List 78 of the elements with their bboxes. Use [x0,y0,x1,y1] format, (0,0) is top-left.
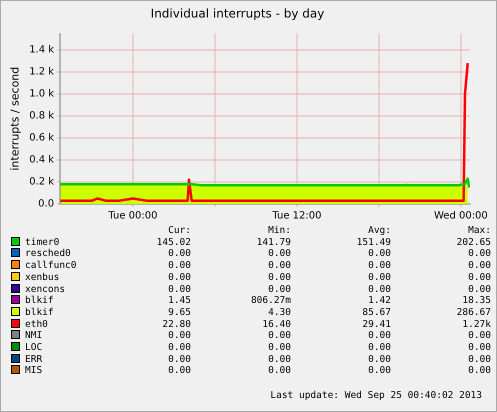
text: 22.80 [161,318,191,330]
text: 0.00 [267,284,291,296]
legend-label: MIS [24,365,44,378]
text: 0.00 [267,330,291,342]
y-tick-label: 0.0 [38,198,54,210]
text: 0.00 [367,272,391,284]
text: 0.00 [467,260,491,272]
text: 0.00 [467,248,491,260]
text: 1.45 [167,295,191,307]
legend-label: NMI [24,330,44,342]
text: 0.00 [167,365,191,378]
text: 16.40 [261,318,291,330]
text: 0.00 [167,260,191,272]
text: Avg: [367,225,391,237]
text: 0.00 [167,284,191,296]
text: 0.00 [267,248,291,260]
text: 0.00 [467,272,491,284]
text: 0.00 [467,354,491,366]
text: Cur: [167,225,191,237]
text: Min: [267,225,291,237]
text: 0.00 [367,248,391,260]
text: 0.00 [367,354,391,366]
y-axis-title: interrupts / second [8,66,22,171]
text: 151.49 [356,236,391,248]
y-tick-label: 0.4 k [29,154,54,166]
text: 0.00 [467,284,491,296]
text: 0.00 [267,365,291,378]
legend-label: blkif [24,306,55,319]
x-tick-label: Wed 00:00 [434,210,488,222]
text: 0.00 [167,248,191,260]
legend-label: xencons [24,284,66,296]
text: 0.00 [267,342,291,354]
y-tick-label: 0.6 k [29,132,54,144]
text: 0.00 [267,260,291,272]
text: 0.00 [467,330,491,342]
text: 0.00 [467,365,491,378]
text: 0.00 [467,342,491,354]
legend-label: LOC [24,342,44,354]
y-tick-label: 0.2 k [29,176,54,188]
text: 29.41 [361,318,391,330]
text: 0.00 [367,330,391,342]
text: 145.02 [156,236,191,248]
chart-title: Individual interrupts - by day [150,6,324,20]
text: 0.00 [167,272,191,284]
text: 0.00 [167,330,191,342]
text: 0.00 [167,354,191,366]
y-tick-label: 1.2 k [29,66,54,78]
legend-label: blkif [24,295,55,307]
text: 1.27k [461,318,491,330]
text: 85.67 [361,306,391,319]
x-tick-label: Tue 00:00 [107,210,158,222]
text: Max: [467,225,491,237]
x-tick-label: Tue 12:00 [271,210,322,222]
text: 4.30 [267,306,291,319]
legend-label: resched0 [24,248,72,260]
y-tick-label: 0.8 k [29,110,54,122]
text: 806.27m [250,295,291,307]
text: 202.65 [456,236,491,248]
legend-label: callfunc0 [24,260,78,272]
text: 0.00 [167,342,191,354]
legend-label: eth0 [24,318,49,330]
text: 0.00 [267,354,291,366]
text: 0.00 [367,342,391,354]
legend-label: xenbus [24,272,60,284]
legend-label: timer0 [24,236,60,248]
text: 18.35 [461,295,491,307]
y-tick-label: 1.4 k [29,44,54,56]
text: 141.79 [256,236,291,248]
text: 0.00 [267,272,291,284]
text: 1.42 [367,295,391,307]
text: 9.65 [167,306,191,319]
text: 0.00 [367,365,391,378]
text: 0.00 [367,284,391,296]
text: Last update: Wed Sep 25 00:40:02 2013 [270,390,482,401]
text: 0.00 [367,260,391,272]
legend-label: ERR [24,354,44,366]
y-tick-label: 1.0 k [29,88,54,100]
text: 286.67 [456,306,491,319]
